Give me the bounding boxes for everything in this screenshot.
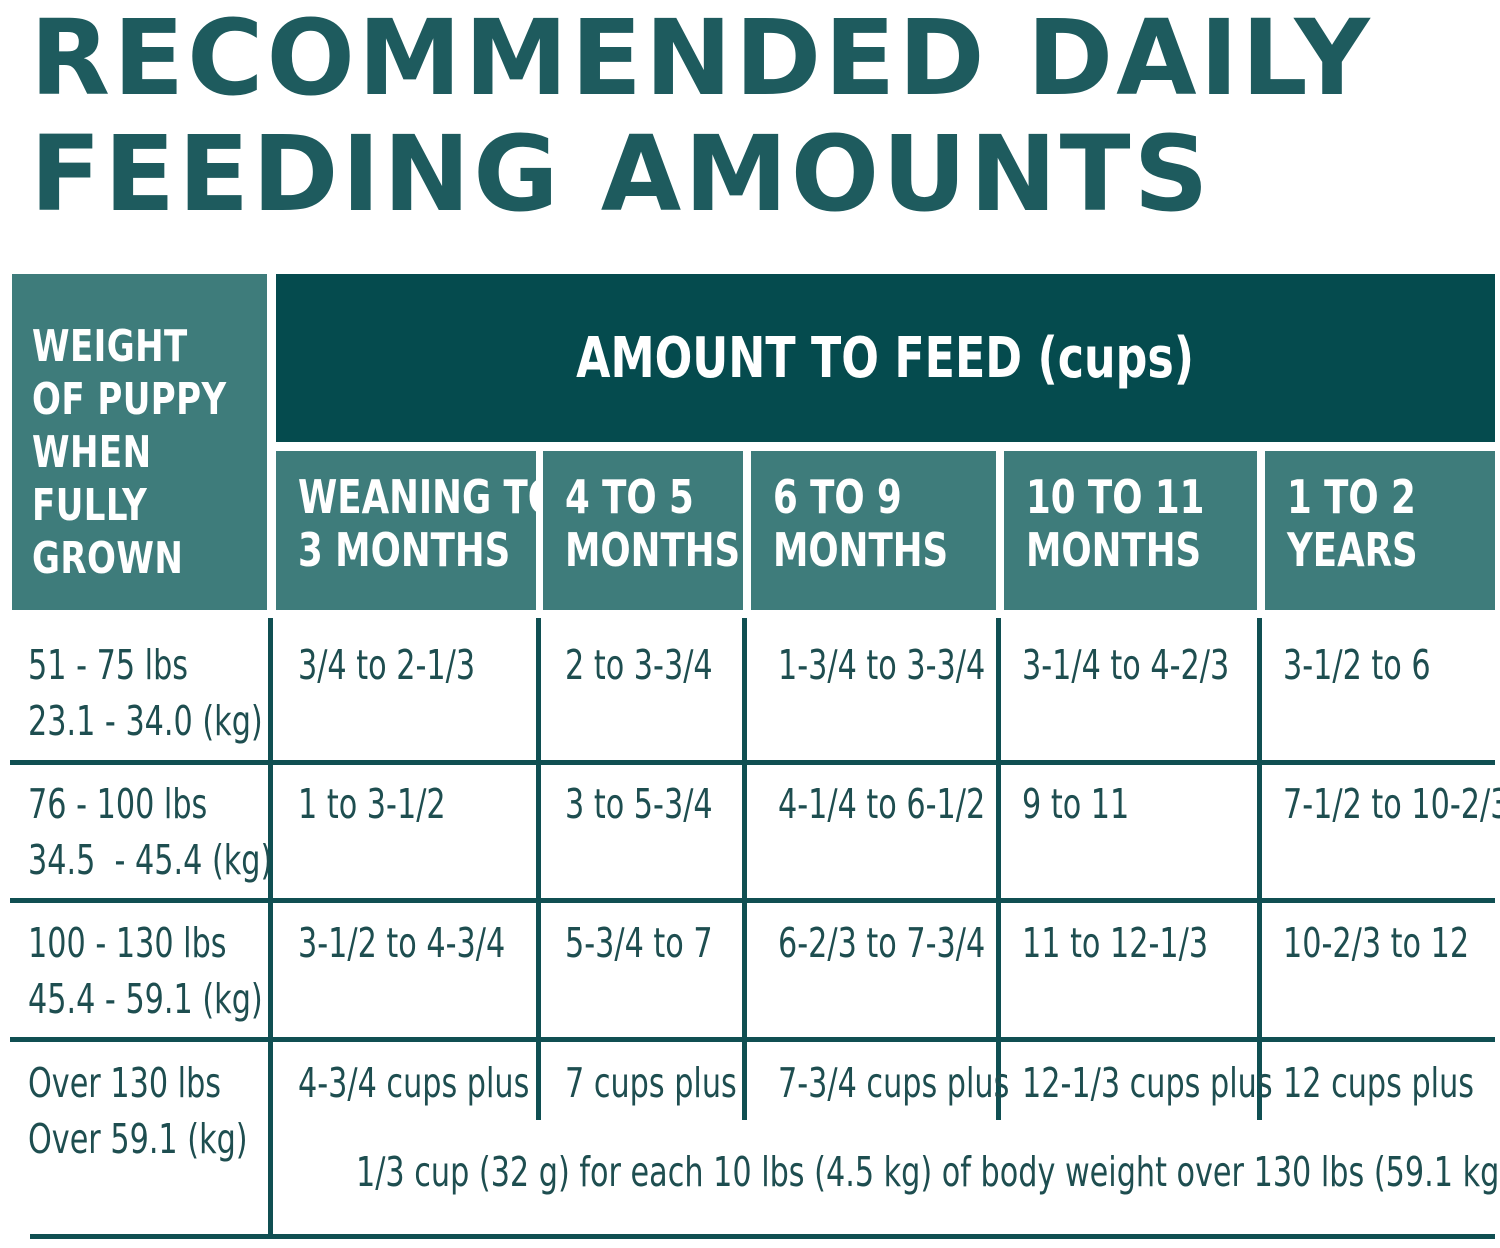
row-weight: Over 130 lbs Over 59.1 (kg) bbox=[28, 1055, 248, 1167]
table-cell: 1-3/4 to 3-3/4 bbox=[778, 641, 986, 689]
table-cell: 3 to 5-3/4 bbox=[565, 780, 713, 828]
grid-line-horizontal bbox=[10, 760, 1495, 765]
grid-line-vertical bbox=[1257, 618, 1262, 1120]
age-header-10-11-months: 10 TO 11 MONTHS bbox=[1004, 451, 1257, 610]
table-cell: 10-2/3 to 12 bbox=[1283, 919, 1470, 967]
age-header-line: 1 TO 2 bbox=[1287, 470, 1416, 524]
grid-line-horizontal bbox=[10, 1037, 1495, 1042]
table-cell: 3-1/2 to 4-3/4 bbox=[298, 919, 506, 967]
table-cell: 7-1/2 to 10-2/3 bbox=[1283, 780, 1500, 828]
table-cell: 12-1/3 cups plus bbox=[1022, 1059, 1273, 1107]
table-cell: 4-1/4 to 6-1/2 bbox=[778, 780, 986, 828]
weight-lbs: 51 - 75 lbs bbox=[28, 641, 189, 689]
table-cell: 7 cups plus bbox=[565, 1059, 737, 1107]
weight-kg: 45.4 - 59.1 (kg) bbox=[28, 975, 263, 1023]
table-cell: 7-3/4 cups plus bbox=[778, 1059, 1010, 1107]
weight-header: WEIGHT OF PUPPY WHEN FULLY GROWN bbox=[12, 274, 267, 610]
age-header-line: MONTHS bbox=[1026, 523, 1202, 577]
table-cell: 2 to 3-3/4 bbox=[565, 641, 713, 689]
title-line-2: FEEDING AMOUNTS bbox=[30, 113, 1212, 235]
weight-header-line: FULLY bbox=[32, 480, 148, 531]
weight-kg: Over 59.1 (kg) bbox=[28, 1115, 248, 1163]
table-cell: 6-2/3 to 7-3/4 bbox=[778, 919, 986, 967]
table-cell: 3-1/4 to 4-2/3 bbox=[1022, 641, 1230, 689]
weight-lbs: 100 - 130 lbs bbox=[28, 919, 227, 967]
age-header-4-5-months: 4 TO 5 MONTHS bbox=[543, 451, 743, 610]
grid-line-vertical bbox=[268, 618, 273, 1234]
age-header-line: 10 TO 11 bbox=[1026, 470, 1205, 524]
table-cell: 3/4 to 2-1/3 bbox=[298, 641, 476, 689]
table-cell: 3-1/2 to 6 bbox=[1283, 641, 1431, 689]
weight-kg: 34.5 - 45.4 (kg) bbox=[28, 836, 273, 884]
footnote: 1/3 cup (32 g) for each 10 lbs (4.5 kg) … bbox=[356, 1148, 1500, 1196]
row-weight: 51 - 75 lbs 23.1 - 34.0 (kg) bbox=[28, 637, 263, 749]
age-header-line: 6 TO 9 bbox=[773, 470, 902, 524]
page-title: RECOMMENDED DAILY FEEDING AMOUNTS bbox=[30, 0, 1373, 232]
table-cell: 11 to 12-1/3 bbox=[1022, 919, 1209, 967]
grid-line-vertical bbox=[996, 618, 1001, 1120]
age-header-line: 4 TO 5 bbox=[565, 470, 694, 524]
weight-kg: 23.1 - 34.0 (kg) bbox=[28, 697, 263, 745]
table-cell: 9 to 11 bbox=[1022, 780, 1130, 828]
weight-lbs: 76 - 100 lbs bbox=[28, 780, 208, 828]
age-header-line: 3 MONTHS bbox=[298, 523, 511, 577]
table-cell: 12 cups plus bbox=[1283, 1059, 1475, 1107]
weight-header-line: GROWN bbox=[32, 533, 184, 584]
grid-line-horizontal bbox=[30, 1234, 1495, 1239]
age-header-6-9-months: 6 TO 9 MONTHS bbox=[751, 451, 996, 610]
age-header-line: MONTHS bbox=[773, 523, 949, 577]
age-header-1-2-years: 1 TO 2 YEARS bbox=[1265, 451, 1495, 610]
amount-header-label: AMOUNT TO FEED (cups) bbox=[576, 325, 1195, 391]
table-cell: 5-3/4 to 7 bbox=[565, 919, 713, 967]
row-weight: 100 - 130 lbs 45.4 - 59.1 (kg) bbox=[28, 915, 263, 1027]
grid-line-vertical bbox=[742, 618, 747, 1120]
grid-line-vertical bbox=[536, 618, 541, 1120]
grid-line-horizontal bbox=[10, 898, 1495, 903]
age-header-line: MONTHS bbox=[565, 523, 741, 577]
weight-header-line: OF PUPPY bbox=[32, 374, 227, 425]
weight-header-line: WEIGHT bbox=[32, 321, 188, 372]
weight-header-line: WHEN bbox=[32, 427, 152, 478]
amount-header: AMOUNT TO FEED (cups) bbox=[276, 274, 1495, 442]
table-cell: 4-3/4 cups plus bbox=[298, 1059, 530, 1107]
age-header-weaning: WEANING TO 3 MONTHS bbox=[276, 451, 559, 610]
age-header-line: YEARS bbox=[1287, 523, 1418, 577]
table-cell: 1 to 3-1/2 bbox=[298, 780, 446, 828]
row-weight: 76 - 100 lbs 34.5 - 45.4 (kg) bbox=[28, 776, 272, 888]
weight-lbs: Over 130 lbs bbox=[28, 1059, 222, 1107]
title-line-1: RECOMMENDED DAILY bbox=[30, 0, 1373, 119]
age-header-line: WEANING TO bbox=[298, 470, 559, 524]
